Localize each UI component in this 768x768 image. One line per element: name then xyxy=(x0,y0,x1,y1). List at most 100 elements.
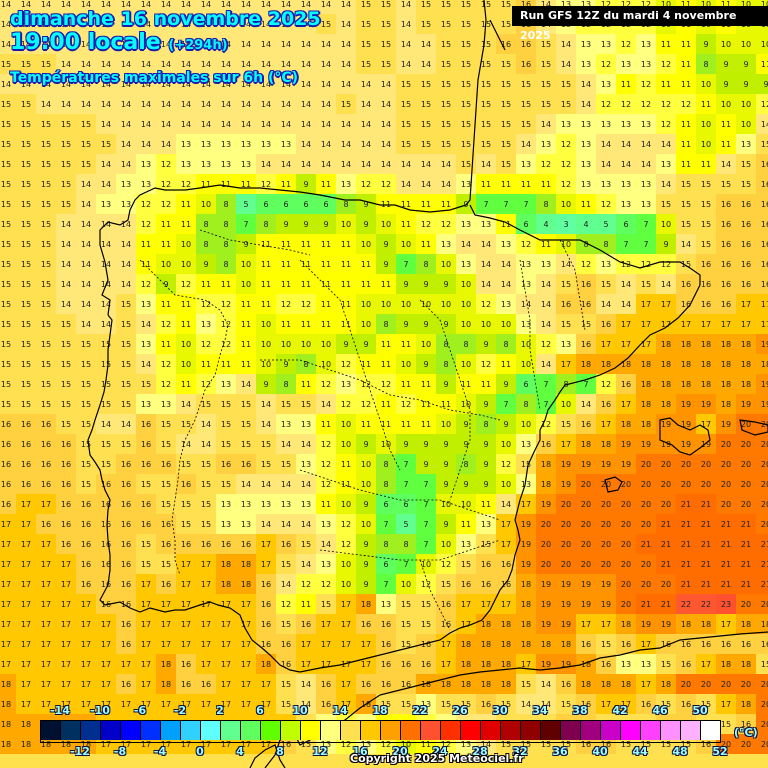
grid-value: 18 xyxy=(620,680,632,689)
grid-value: 15 xyxy=(120,340,132,349)
grid-value: 18 xyxy=(500,680,512,689)
grid-cell xyxy=(556,174,576,194)
grid-cell xyxy=(516,594,536,614)
grid-cell xyxy=(696,574,716,594)
grid-cell xyxy=(716,34,736,54)
grid-cell xyxy=(716,374,736,394)
grid-cell xyxy=(676,594,696,614)
grid-value: 13 xyxy=(640,120,652,129)
grid-value: 8 xyxy=(563,380,569,389)
grid-value: 19 xyxy=(520,520,532,529)
grid-value: 18 xyxy=(0,740,12,749)
grid-cell xyxy=(16,174,36,194)
grid-value: 18 xyxy=(620,620,632,629)
legend-swatch xyxy=(161,721,181,740)
grid-value: 10 xyxy=(360,320,372,329)
grid-cell xyxy=(36,514,56,534)
legend-swatch xyxy=(641,721,661,740)
grid-value: 13 xyxy=(460,260,472,269)
grid-value: 11 xyxy=(380,280,392,289)
grid-cell xyxy=(716,194,736,214)
grid-value: 19 xyxy=(720,420,732,429)
grid-cell xyxy=(536,134,556,154)
grid-value: 13 xyxy=(520,160,532,169)
grid-cell xyxy=(696,254,716,274)
grid-value: 12 xyxy=(300,300,312,309)
grid-cell xyxy=(696,134,716,154)
grid-value: 19 xyxy=(540,620,552,629)
grid-value: 17 xyxy=(0,600,12,609)
grid-value: 8 xyxy=(483,420,489,429)
grid-value: 12 xyxy=(640,100,652,109)
grid-value: 10 xyxy=(180,340,192,349)
grid-value: 17 xyxy=(100,680,112,689)
grid-value: 17 xyxy=(80,660,92,669)
grid-value: 18 xyxy=(480,640,492,649)
grid-cell xyxy=(736,94,756,114)
grid-value: 16 xyxy=(760,180,768,189)
grid-value: 14 xyxy=(100,280,112,289)
grid-value: 13 xyxy=(140,340,152,349)
grid-cell xyxy=(36,394,56,414)
grid-cell xyxy=(36,74,56,94)
grid-value: 14 xyxy=(280,160,292,169)
grid-value: 13 xyxy=(640,40,652,49)
legend-bottom-label: 4 xyxy=(236,745,244,758)
grid-value: 20 xyxy=(740,500,752,509)
grid-cell xyxy=(536,154,556,174)
grid-cell xyxy=(56,14,76,34)
grid-value: 15 xyxy=(0,200,12,209)
grid-value: 12 xyxy=(440,220,452,229)
grid-value: 15 xyxy=(0,240,12,249)
grid-value: 14 xyxy=(120,160,132,169)
grid-value: 8 xyxy=(423,260,429,269)
grid-value: 11 xyxy=(280,240,292,249)
grid-value: 15 xyxy=(600,640,612,649)
grid-value: 9 xyxy=(323,220,329,229)
grid-cell xyxy=(516,134,536,154)
grid-cell xyxy=(36,254,56,274)
grid-value: 11 xyxy=(160,240,172,249)
grid-value: 13 xyxy=(640,180,652,189)
legend-top-label: 38 xyxy=(572,704,588,717)
grid-value: 13 xyxy=(120,180,132,189)
grid-value: 8 xyxy=(263,220,269,229)
grid-value: 12 xyxy=(600,380,612,389)
grid-value: 17 xyxy=(80,640,92,649)
grid-value: 16 xyxy=(0,460,12,469)
grid-value: 18 xyxy=(740,360,752,369)
grid-value: 18 xyxy=(460,640,472,649)
grid-value: 12 xyxy=(560,180,572,189)
grid-cell xyxy=(576,154,596,174)
forecast-time: 19:00 locale (+294h) xyxy=(10,30,228,55)
grid-cell xyxy=(756,394,768,414)
grid-cell xyxy=(756,194,768,214)
grid-value: 15 xyxy=(480,80,492,89)
grid-value: 15 xyxy=(140,540,152,549)
grid-value: 20 xyxy=(640,520,652,529)
grid-value: 9 xyxy=(403,440,409,449)
parameter-title: Températures maximales sur 6h (°C) xyxy=(10,70,299,86)
grid-value: 15 xyxy=(440,20,452,29)
grid-value: 18 xyxy=(580,440,592,449)
grid-value: 18 xyxy=(740,340,752,349)
grid-value: 14 xyxy=(100,240,112,249)
grid-value: 15 xyxy=(480,120,492,129)
grid-value: 14 xyxy=(140,60,152,69)
grid-value: 18 xyxy=(560,640,572,649)
grid-cell xyxy=(76,294,96,314)
grid-value: 15 xyxy=(0,100,12,109)
grid-value: 12 xyxy=(480,360,492,369)
grid-cell xyxy=(16,314,36,334)
grid-value: 7 xyxy=(543,380,549,389)
grid-value: 20 xyxy=(760,700,768,709)
legend-bottom-label: 44 xyxy=(632,745,648,758)
grid-value: 6 xyxy=(383,560,389,569)
grid-value: 6 xyxy=(523,220,529,229)
grid-value: 11 xyxy=(400,420,412,429)
grid-cell xyxy=(56,274,76,294)
grid-value: 8 xyxy=(283,380,289,389)
grid-value: 15 xyxy=(0,140,12,149)
grid-cell xyxy=(716,274,736,294)
grid-value: 14 xyxy=(360,140,372,149)
